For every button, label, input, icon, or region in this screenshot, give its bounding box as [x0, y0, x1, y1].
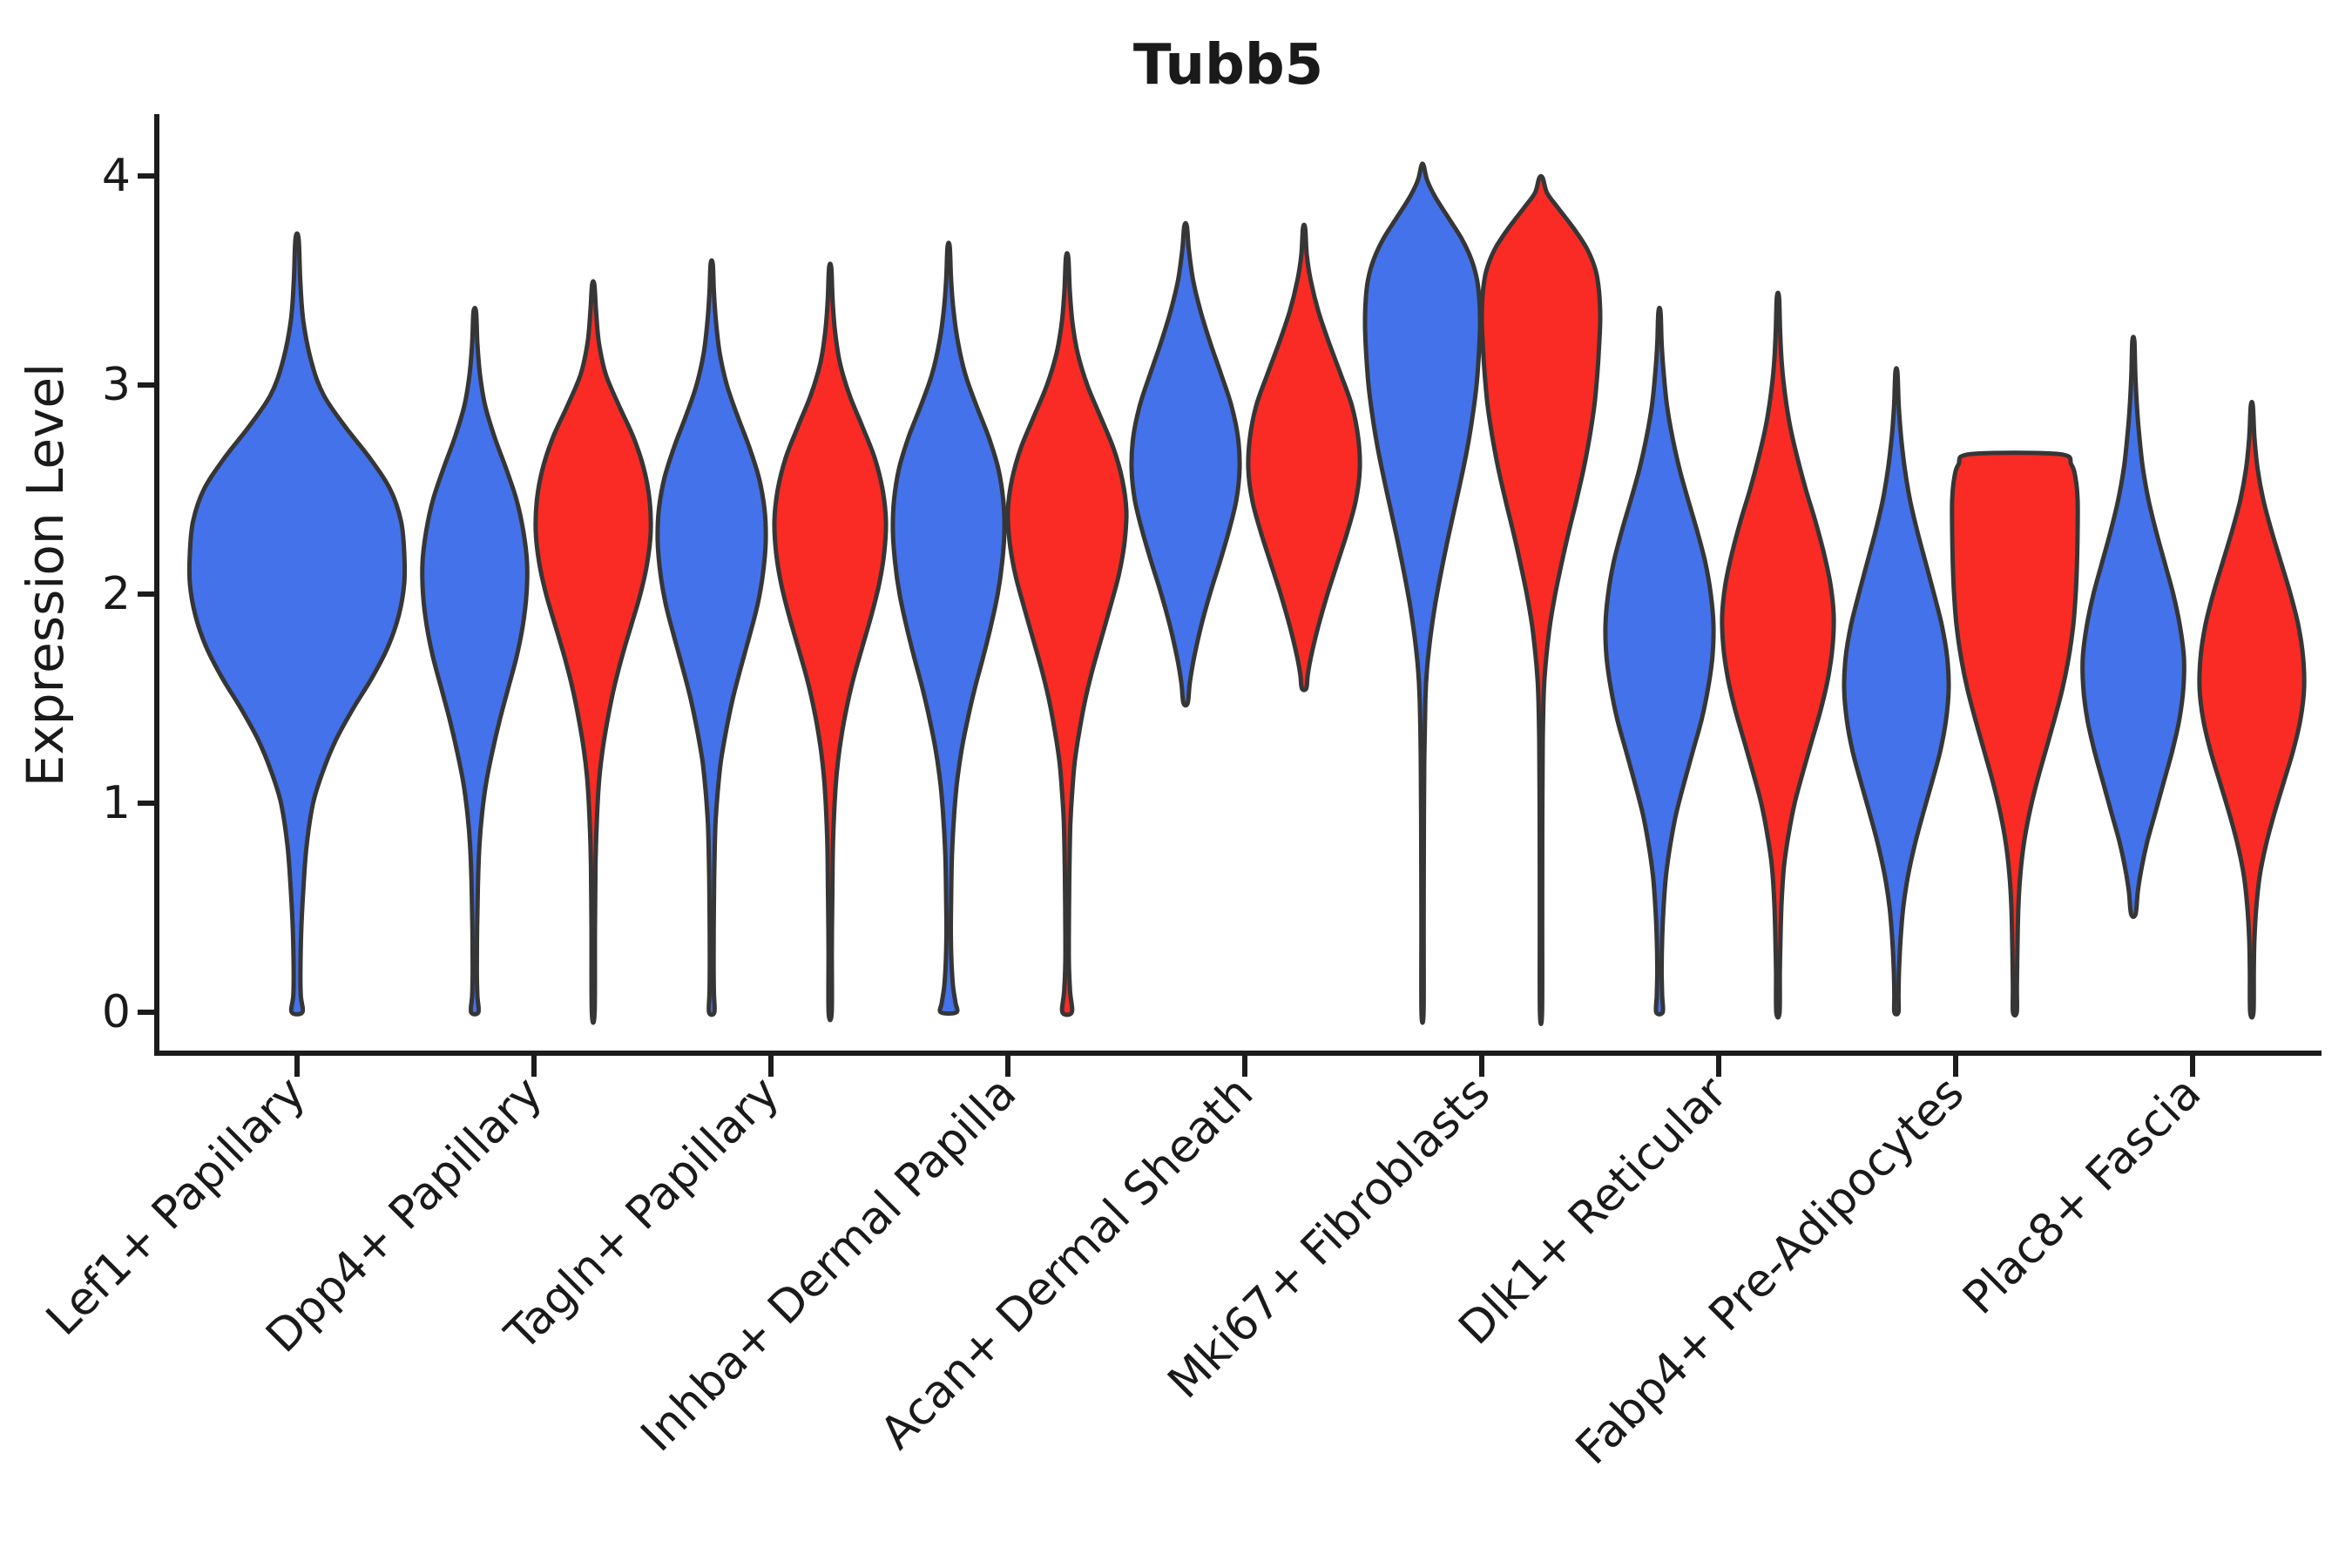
violin-plac8-fascia-red — [2197, 400, 2307, 1020]
tick-marks — [138, 173, 2195, 1077]
violin-tagln-papillary-red — [772, 261, 889, 1023]
violin-dpp4-papillary-blue — [420, 306, 530, 1017]
violin-fabp4-pre-adipocytes-blue — [1842, 366, 1951, 1017]
violin-fabp4-pre-adipocytes-red — [1950, 450, 2080, 1018]
x-tick-labels: Lef1+ Papillary Dpp4+ Papillary Tagln+ P… — [37, 1066, 2211, 1475]
axes-spines — [154, 114, 2322, 1056]
violin-mki67-fibroblasts-red — [1479, 173, 1603, 1026]
y-tick-label-3: 3 — [102, 359, 131, 411]
y-tick-labels: 0 1 2 3 4 — [102, 150, 131, 1038]
violin-acan-dermal-sheath-red — [1246, 222, 1362, 693]
violin-lef1-papillary-blue — [186, 231, 408, 1017]
y-tick-label-4: 4 — [102, 150, 131, 202]
y-tick-label-2: 2 — [102, 568, 131, 620]
violin-inhba-dermal-papilla-red — [1005, 251, 1129, 1017]
x-tick-label-plac8-fascia: Plac8+ Fascia — [1953, 1067, 2211, 1325]
x-tick-label-fabp4-pre-adipocytes: Fabp4+ Pre-Adipocytes — [1566, 1067, 1974, 1475]
violin-inhba-dermal-papilla-blue — [890, 240, 1007, 1016]
violin-tagln-papillary-blue — [655, 258, 768, 1017]
y-tick-label-1: 1 — [102, 777, 131, 829]
violins-layer — [186, 161, 2307, 1026]
x-tick-label-lef1-papillary: Lef1+ Papillary — [37, 1067, 315, 1346]
y-axis-label: Expression Level — [16, 363, 75, 787]
violin-dlk1-reticular-blue — [1603, 306, 1716, 1017]
violin-mki67-fibroblasts-blue — [1362, 161, 1483, 1025]
plot-title: Tubb5 — [1133, 33, 1323, 98]
violin-dlk1-reticular-red — [1720, 290, 1836, 1020]
violin-plac8-fascia-blue — [2080, 335, 2186, 919]
x-tick-label-inhba-dermal-papilla: Inhba+ Dermal Papilla — [632, 1067, 1026, 1462]
violin-dpp4-papillary-red — [533, 279, 653, 1025]
violin-acan-dermal-sheath-blue — [1129, 220, 1242, 708]
y-tick-label-0: 0 — [102, 986, 131, 1038]
